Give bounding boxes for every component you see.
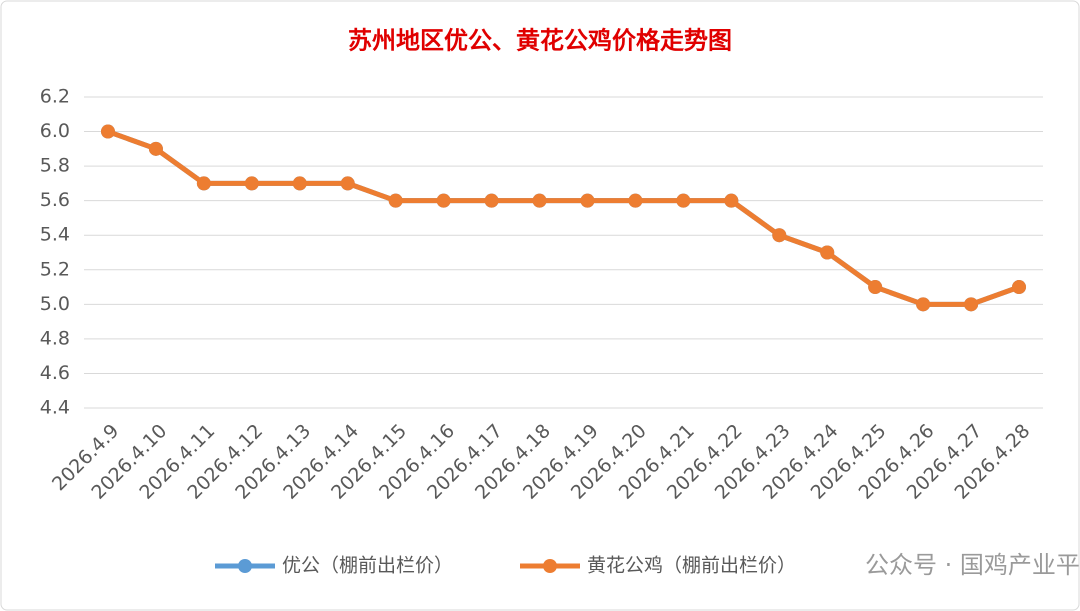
point [1012,280,1027,295]
point [148,141,163,156]
point [724,193,739,208]
point [196,176,211,191]
point [532,193,547,208]
legend-marker [543,559,557,573]
legend-marker [238,559,252,573]
legend-label: 黄花公鸡（棚前出栏价） [587,555,796,577]
point [916,297,931,312]
point [772,228,787,243]
point [820,245,835,260]
legend-label: 优公（棚前出栏价） [282,555,453,577]
point [868,280,883,295]
point [484,193,499,208]
y-tick-label: 4.6 [40,362,70,384]
chart-title: 苏州地区优公、黄花公鸡价格走势图 [348,26,732,55]
point [436,193,451,208]
y-tick-label: 5.8 [40,155,70,177]
point [100,124,115,139]
point [340,176,355,191]
y-tick-label: 4.4 [40,397,70,419]
y-tick-label: 4.8 [40,327,70,349]
point [388,193,403,208]
watermark: 公众号 · 国鸡产业平台 [865,551,1080,579]
point [244,176,259,191]
point [964,297,979,312]
y-tick-label: 5.6 [40,189,70,211]
series-line [107,129,1020,307]
y-tick-label: 5.0 [40,293,70,315]
y-tick-label: 5.4 [40,224,70,246]
y-tick-label: 6.2 [40,86,70,108]
point [580,193,595,208]
y-tick-label: 6.0 [40,120,70,142]
y-tick-label: 5.2 [40,258,70,280]
point [676,193,691,208]
point [628,193,643,208]
point [292,176,307,191]
